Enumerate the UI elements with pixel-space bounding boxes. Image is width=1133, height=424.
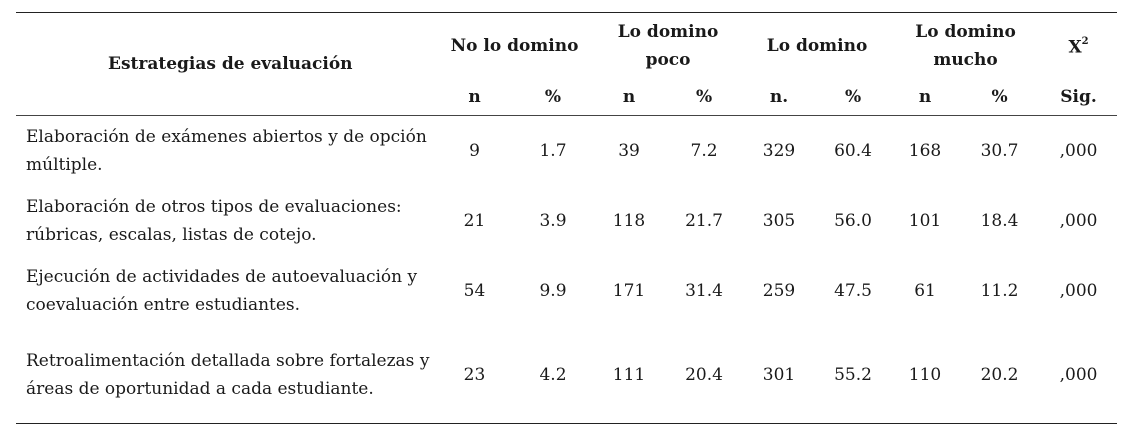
chi-square-header: X2 — [1068, 36, 1089, 58]
group-header-lo-domino-mucho: Lo domino mucho — [915, 22, 1016, 70]
cell-pct: 30.7 — [980, 141, 1019, 161]
table-row: Elaboración de exámenes abiertos y de op… — [16, 116, 1117, 187]
group-header-lo-domino-poco: Lo domino poco — [617, 22, 719, 70]
col-header-n: n. — [769, 87, 789, 107]
evaluation-strategies-table: Estrategias de evaluación No lo domino L… — [16, 12, 1118, 424]
cell-n: 168 — [908, 141, 942, 161]
cell-n: 305 — [762, 211, 796, 231]
col-header-n: n — [468, 87, 481, 107]
cell-pct: 60.4 — [834, 141, 872, 161]
cell-sig: ,000 — [1059, 281, 1098, 301]
cell-pct: 20.4 — [685, 364, 723, 385]
cell-n: 23 — [463, 364, 486, 385]
table-row: Elaboración de otros tipos de evaluacion… — [16, 186, 1117, 256]
cell-pct: 3.9 — [539, 211, 567, 231]
cell-sig: ,000 — [1059, 211, 1098, 231]
cell-pct: 55.2 — [834, 364, 872, 385]
table-row: Ejecución de actividades de autoevaluaci… — [16, 256, 1117, 326]
cell-pct: 4.2 — [539, 364, 567, 385]
row-header: Estrategias de evaluación — [16, 12, 436, 116]
col-header-pct: % — [844, 87, 862, 107]
col-header-sig: Sig. — [1060, 87, 1097, 107]
cell-sig: ,000 — [1059, 364, 1098, 385]
cell-n: 54 — [463, 281, 486, 301]
strategy-label: Elaboración de otros tipos de evaluacion… — [26, 197, 402, 245]
table-row: Retroalimentación detallada sobre fortal… — [16, 326, 1118, 424]
col-header-n: n — [918, 87, 932, 107]
cell-n: 9 — [469, 141, 480, 161]
cell-n: 301 — [762, 364, 796, 385]
cell-pct: 7.2 — [690, 141, 718, 161]
cell-n: 61 — [914, 281, 936, 301]
group-header-lo-domino: Lo domino — [766, 36, 868, 56]
cell-n: 101 — [908, 211, 942, 231]
strategy-label: Ejecución de actividades de autoevaluaci… — [26, 267, 418, 315]
cell-pct: 11.2 — [980, 281, 1019, 301]
header-group-row: Estrategias de evaluación No lo domino L… — [16, 12, 1118, 116]
cell-sig: ,000 — [1059, 141, 1098, 161]
group-header-no-lo-domino: No lo domino — [450, 36, 579, 56]
col-header-pct: % — [695, 87, 713, 107]
strategy-label: Elaboración de exámenes abiertos y de op… — [26, 127, 427, 175]
cell-n: 39 — [618, 141, 640, 161]
cell-pct: 47.5 — [834, 281, 872, 301]
cell-pct: 18.4 — [980, 211, 1019, 231]
col-header-pct: % — [991, 87, 1008, 107]
cell-n: 111 — [612, 364, 646, 385]
cell-n: 329 — [762, 141, 796, 161]
cell-n: 110 — [908, 364, 942, 385]
cell-n: 259 — [762, 281, 796, 301]
col-header-pct: % — [544, 87, 562, 107]
cell-pct: 1.7 — [539, 141, 567, 161]
cell-pct: 9.9 — [539, 281, 567, 301]
header-sub-row: n % n % n. % n % Sig. — [16, 79, 1118, 116]
col-header-n: n — [622, 87, 636, 107]
cell-pct: 56.0 — [834, 211, 872, 231]
cell-pct: 21.7 — [685, 211, 723, 231]
strategy-label: Retroalimentación detallada sobre fortal… — [26, 350, 430, 399]
cell-n: 21 — [463, 211, 486, 231]
cell-pct: 31.4 — [685, 281, 723, 301]
cell-n: 171 — [612, 281, 646, 301]
cell-n: 118 — [612, 211, 646, 231]
cell-pct: 20.2 — [980, 364, 1019, 385]
results-table-container: Estrategias de evaluación No lo domino L… — [16, 12, 1118, 424]
